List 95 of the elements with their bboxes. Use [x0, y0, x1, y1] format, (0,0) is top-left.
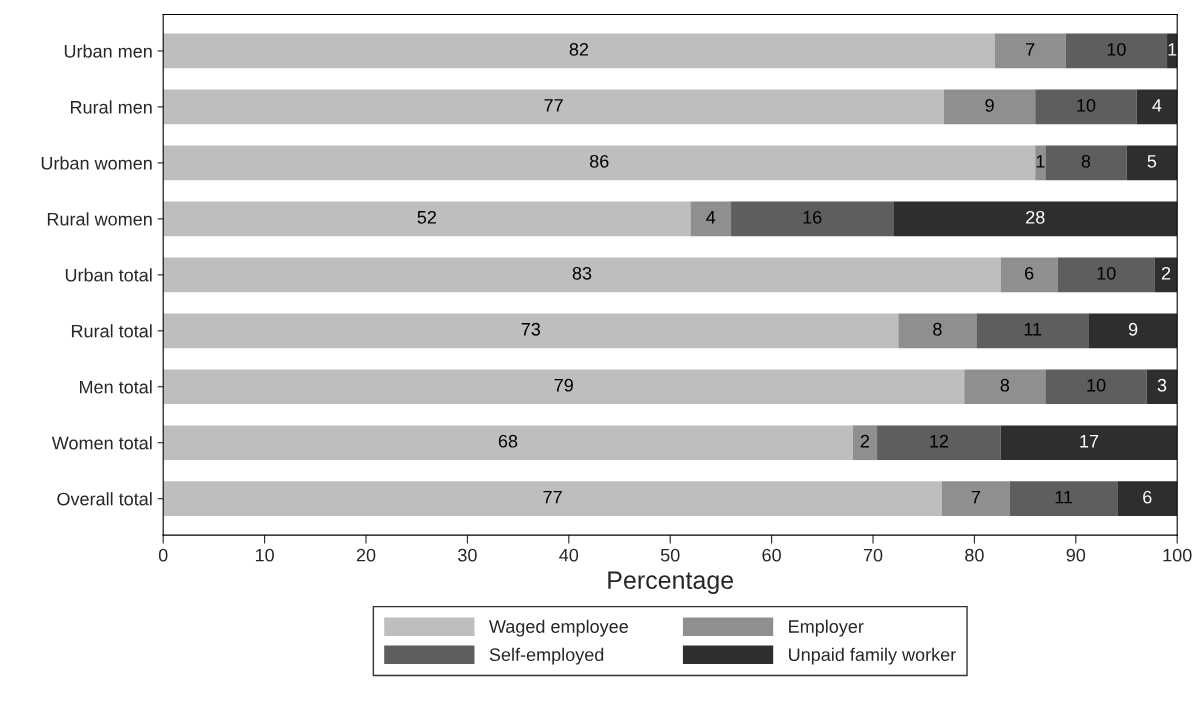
data-label: 1 — [1036, 155, 1045, 168]
bar — [1146, 369, 1178, 405]
data-label: 7 — [971, 490, 981, 504]
data-label: 68 — [498, 434, 518, 448]
y-tick-label: Urban women — [41, 156, 152, 170]
bar — [852, 425, 878, 461]
x-tick-label: 10 — [255, 548, 274, 562]
x-tick-label: 80 — [965, 548, 984, 562]
data-label: 10 — [1107, 43, 1126, 56]
data-label: 86 — [589, 154, 609, 168]
bar — [163, 313, 899, 349]
bar — [163, 33, 995, 69]
data-label: 11 — [1055, 490, 1073, 504]
legend-label: Waged employee — [489, 619, 628, 637]
y-tick-label: Rural women — [47, 212, 152, 226]
data-label: 4 — [1152, 99, 1162, 112]
data-label: 2 — [1161, 266, 1171, 280]
x-tick-label: 60 — [762, 548, 781, 562]
bar — [1126, 145, 1178, 181]
x-tick-label: 40 — [559, 548, 579, 562]
x-axis-title: Percentage — [608, 571, 734, 594]
bar — [1000, 257, 1058, 293]
bar — [1154, 257, 1178, 293]
data-label: 2 — [860, 434, 869, 448]
y-tick-label: Overall total — [57, 492, 152, 506]
x-tick-label: 100 — [1163, 548, 1192, 562]
y-tick-label: Rural men — [70, 100, 152, 114]
data-label: 28 — [1026, 210, 1045, 224]
bar — [964, 369, 1046, 405]
x-tick-label: 90 — [1066, 548, 1086, 562]
bar — [163, 257, 1001, 293]
y-tick-label: Urban men — [64, 44, 152, 58]
bar — [941, 481, 1010, 517]
data-label: 10 — [1087, 378, 1106, 392]
data-label: 5 — [1147, 155, 1157, 168]
bar — [1035, 89, 1137, 125]
bar — [731, 201, 894, 237]
x-tick-label: 50 — [660, 548, 680, 562]
bar — [1009, 481, 1118, 517]
data-label: 6 — [1025, 266, 1034, 280]
bar — [163, 89, 944, 125]
data-label: 7 — [1026, 43, 1035, 56]
data-label: 16 — [803, 210, 822, 224]
data-label: 52 — [417, 210, 436, 224]
data-label: 8 — [933, 322, 942, 336]
bar — [898, 313, 977, 349]
bar — [893, 201, 1178, 237]
legend-label: Self-employed — [489, 647, 604, 665]
x-tick-label: 20 — [356, 548, 376, 562]
y-tick-label: Rural total — [71, 324, 152, 338]
data-label: 3 — [1157, 378, 1167, 392]
bar — [1045, 369, 1147, 405]
bar — [163, 369, 965, 405]
y-tick-label: Men total — [80, 380, 152, 394]
bar — [163, 481, 942, 517]
data-label: 73 — [521, 322, 541, 336]
data-label: 11 — [1024, 323, 1042, 336]
bar — [877, 425, 1001, 461]
bar — [1088, 313, 1178, 349]
data-label: 83 — [572, 266, 592, 280]
legend-label: Unpaid family worker — [789, 647, 956, 665]
x-tick-label: 70 — [863, 548, 883, 562]
data-label: 10 — [1077, 98, 1096, 112]
data-label: 17 — [1080, 434, 1099, 448]
bar — [163, 201, 691, 237]
data-label: 9 — [985, 98, 994, 112]
data-label: 1 — [1168, 43, 1177, 56]
data-label: 82 — [569, 43, 589, 56]
bar — [1057, 257, 1155, 293]
bar — [1136, 89, 1178, 125]
data-label: 8 — [1000, 378, 1010, 392]
data-label: 77 — [543, 490, 562, 504]
x-tick-label: 30 — [458, 548, 477, 562]
y-tick-label: Women total — [51, 436, 152, 450]
bar — [1000, 425, 1178, 461]
data-label: 6 — [1143, 490, 1152, 504]
x-tick-label: 0 — [158, 548, 168, 562]
bar — [976, 313, 1089, 349]
y-tick-label: Urban total — [65, 268, 152, 282]
bar — [1045, 145, 1127, 181]
data-label: 4 — [706, 211, 716, 224]
legend-label: Employer — [789, 619, 864, 637]
bar — [1117, 481, 1178, 517]
bar — [690, 201, 732, 237]
data-label: 9 — [1128, 322, 1138, 336]
data-label: 12 — [930, 434, 949, 448]
data-label: 10 — [1097, 266, 1116, 280]
bar — [943, 89, 1036, 125]
bar — [1065, 33, 1168, 69]
bar — [163, 425, 853, 461]
bar — [994, 33, 1066, 69]
data-label: 8 — [1081, 154, 1091, 168]
data-label: 77 — [544, 99, 563, 112]
bar — [163, 145, 1036, 181]
data-label: 79 — [554, 378, 573, 392]
